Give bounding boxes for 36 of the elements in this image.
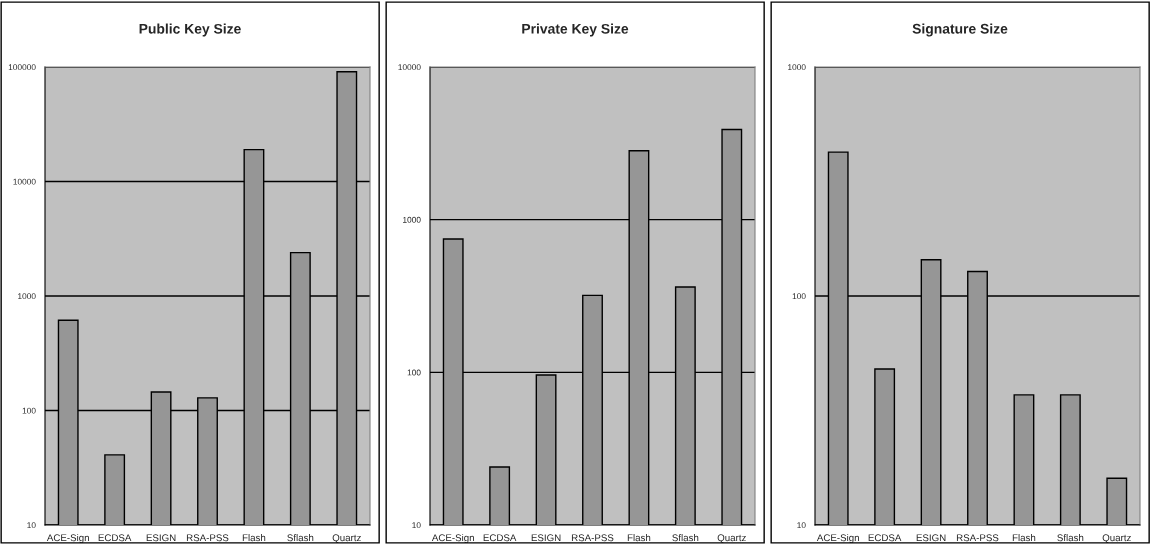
x-tick-label: Flash [1012, 534, 1036, 542]
chart-title: Private Key Size [522, 23, 629, 37]
x-tick-label: Sflash [672, 534, 699, 542]
y-tick-label: 10 [412, 522, 421, 529]
y-tick-label: 100 [792, 293, 806, 300]
x-tick-label: ESIGN [916, 534, 946, 542]
y-tick-label: 100000 [8, 64, 36, 71]
x-tick-label: Sflash [1057, 534, 1084, 542]
y-tick-label: 1000 [788, 64, 806, 71]
x-tick-label: ECDSA [483, 534, 517, 542]
y-tick-label: 10000 [13, 178, 36, 185]
x-tick-label: ECDSA [868, 534, 902, 542]
x-tick-label: ACE-Sign [46, 534, 89, 544]
x-tick-label: RSA-PSS [571, 534, 614, 542]
chart-title: Signature Size [912, 23, 1008, 37]
x-tick-label: ACE-Sign [816, 534, 859, 544]
x-tick-label: ACE-Sign [431, 534, 474, 544]
x-tick-label: Flash [242, 534, 266, 542]
x-tick-label: RSA-PSS [956, 534, 999, 542]
chart-title: Public Key Size [139, 23, 241, 37]
x-tick-label: Flash [627, 534, 651, 542]
x-tick-label: Quartz [1102, 534, 1131, 543]
x-tick-label: Sflash [287, 534, 314, 542]
x-tick-label: ECDSA [98, 534, 132, 542]
y-tick-label: 100 [22, 407, 36, 414]
y-tick-label: 10 [797, 522, 806, 529]
y-tick-label: 1000 [403, 216, 421, 223]
y-tick-label: 100 [407, 369, 421, 376]
x-tick-label: ESIGN [146, 534, 176, 542]
x-tick-label: RSA-PSS [186, 534, 229, 542]
y-tick-label: 10000 [398, 64, 421, 71]
y-tick-label: 10 [27, 522, 36, 529]
x-tick-label: Quartz [717, 534, 746, 543]
x-tick-label: ESIGN [531, 534, 561, 542]
y-tick-label: 1000 [18, 293, 36, 300]
x-tick-label: Quartz [332, 534, 361, 543]
